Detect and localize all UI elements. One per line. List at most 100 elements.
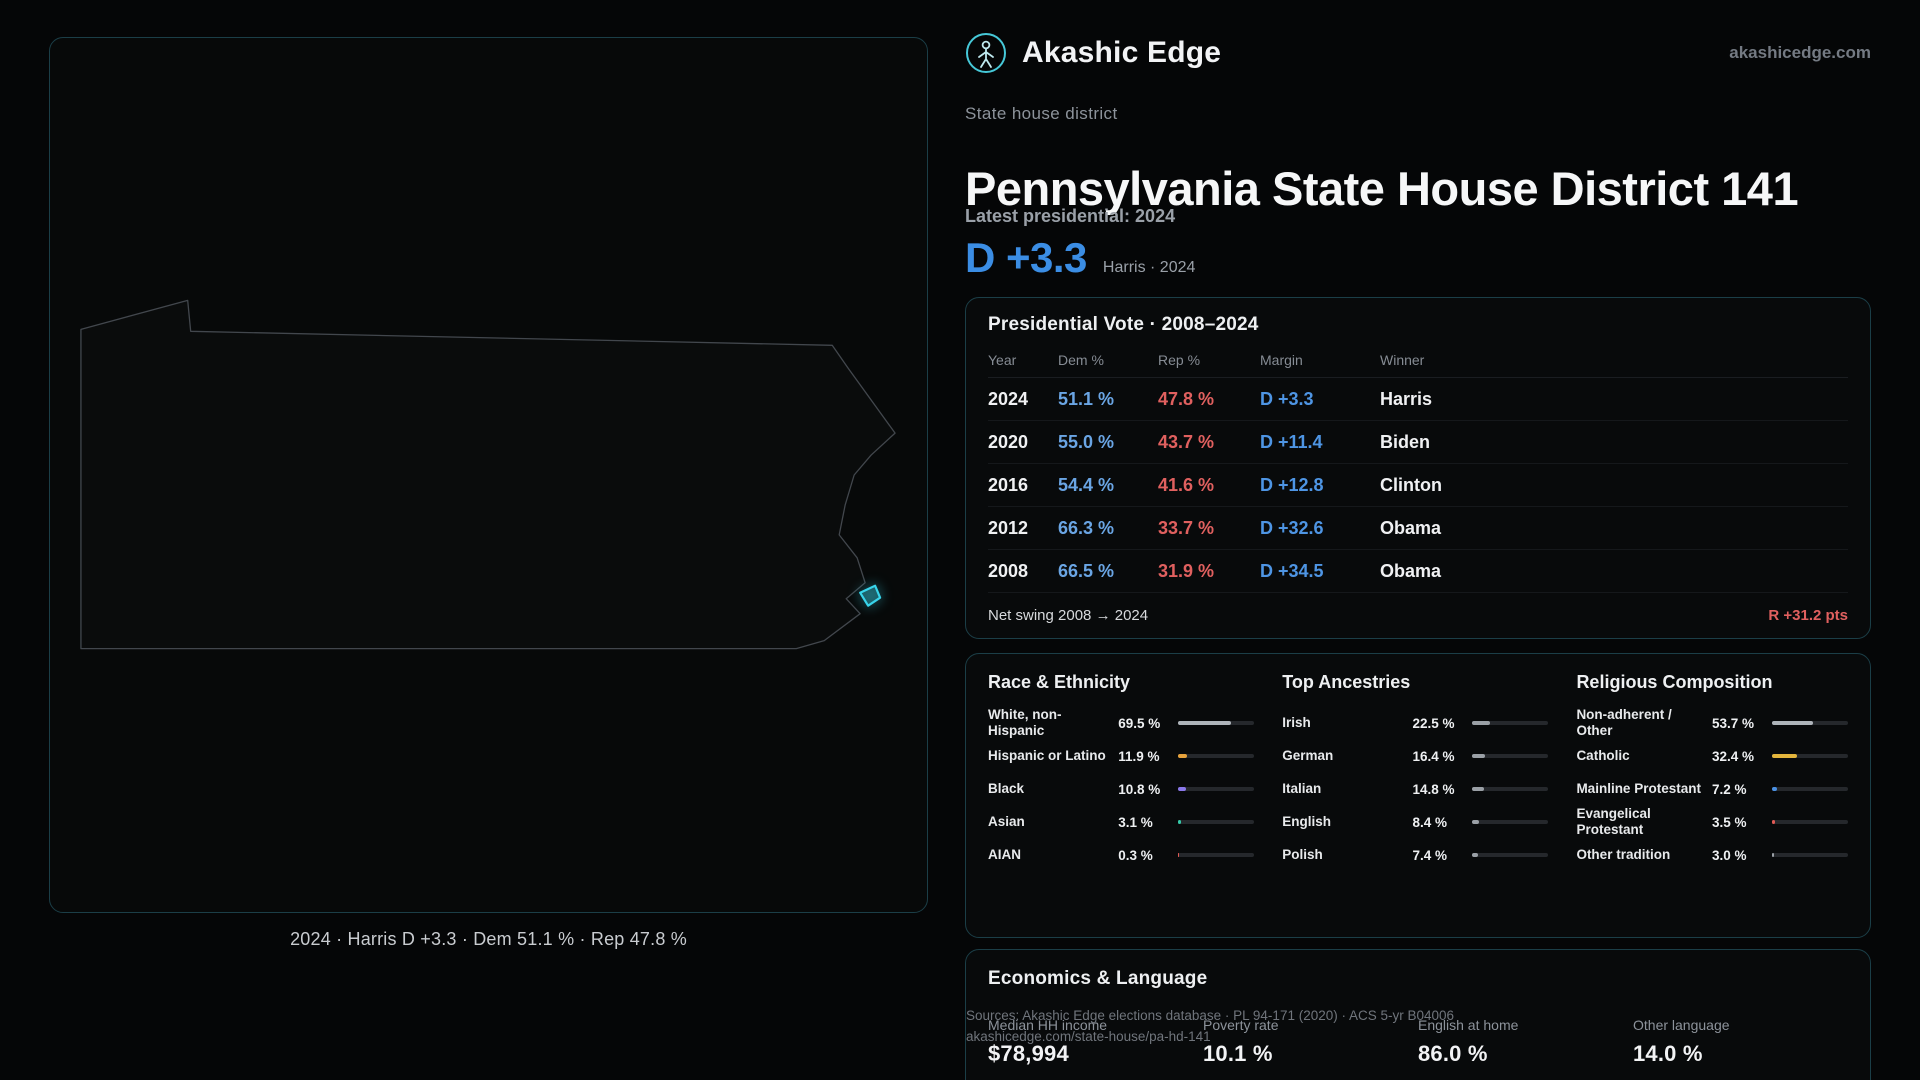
race-ethnicity-list: White, non-Hispanic 69.5 % Hispanic or L… (988, 707, 1255, 871)
demographic-row: German 16.4 % (1282, 740, 1549, 772)
demographic-label: German (1282, 748, 1334, 764)
cell-rep-pct: 31.9 % (1158, 560, 1215, 581)
bar-track (1472, 820, 1549, 824)
sources-line: Sources: Akashic Edge elections database… (966, 1008, 1455, 1023)
demographic-row: Hispanic or Latino 11.9 % (988, 740, 1255, 772)
bar-track (1178, 853, 1255, 857)
cell-dem-pct: 66.3 % (1058, 517, 1115, 538)
permalink[interactable]: akashicedge.com/state-house/pa-hd-141 (966, 1029, 1211, 1044)
presidential-card-title: Presidential Vote · 2008–2024 (988, 314, 1259, 335)
margin-detail: Harris · 2024 (1102, 259, 1196, 276)
stat-label: Other language (1633, 1017, 1730, 1033)
demographic-value: 7.4 % (1412, 847, 1447, 863)
race-ethnicity-title: Race & Ethnicity (988, 672, 1131, 692)
bar-fill (1178, 820, 1181, 824)
top-ancestries-title: Top Ancestries (1282, 672, 1411, 692)
bar-fill (1771, 820, 1775, 824)
net-swing-row: Net swing 2008 → 2024 R +31.2 pts (988, 595, 1848, 624)
col-margin: Margin (1260, 352, 1303, 368)
demographic-label: Irish (1282, 715, 1311, 731)
site-header: Akashic Edge akashicedge.com (965, 32, 1871, 74)
bar-fill (1472, 754, 1485, 758)
cell-dem-pct: 66.5 % (1058, 560, 1115, 581)
demographic-row: White, non-Hispanic 69.5 % (988, 707, 1255, 739)
site-domain-link[interactable]: akashicedge.com (1729, 43, 1871, 62)
cell-rep-pct: 33.7 % (1158, 517, 1215, 538)
presidential-table-row: 2020 55.0 % 43.7 % D +11.4 Biden (988, 421, 1848, 464)
bar-track (1472, 853, 1549, 857)
col-dem: Dem % (1058, 352, 1104, 368)
top-ancestries-column: Top Ancestries Irish 22.5 % German 16.4 … (1282, 672, 1549, 872)
cell-year: 2024 (988, 388, 1029, 409)
demographic-row: Non-adherent / Other 53.7 % (1576, 707, 1848, 739)
demographic-row: Asian 3.1 % (988, 806, 1255, 838)
headline-margin: D +3.3 Harris · 2024 (965, 234, 1195, 282)
demographic-row: Polish 7.4 % (1282, 839, 1549, 871)
economics-stat: English at home 86.0 % (1418, 1017, 1633, 1067)
presidential-table-row: 2008 66.5 % 31.9 % D +34.5 Obama (988, 550, 1848, 593)
bar-track (1771, 721, 1848, 725)
bar-track (1472, 787, 1549, 791)
religion-column: Religious Composition Non-adherent / Oth… (1576, 672, 1848, 872)
bar-track (1771, 853, 1848, 857)
cell-winner: Obama (1380, 560, 1442, 581)
race-ethnicity-column: Race & Ethnicity White, non-Hispanic 69.… (988, 672, 1255, 872)
kicker-label: State house district (965, 104, 1118, 123)
demographic-value: 14.8 % (1412, 781, 1455, 797)
bar-fill (1178, 754, 1188, 758)
cell-margin: D +3.3 (1260, 388, 1314, 409)
cell-margin: D +34.5 (1260, 560, 1324, 581)
bar-fill (1771, 853, 1775, 857)
demographic-row: Black 10.8 % (988, 773, 1255, 805)
stat-value: 14.0 % (1633, 1041, 1703, 1066)
bar-track (1771, 787, 1848, 791)
demographic-label: Non-adherent / Other (1576, 707, 1672, 738)
demographic-value: 3.1 % (1118, 814, 1153, 830)
demographic-value: 32.4 % (1711, 748, 1755, 764)
bar-track (1771, 754, 1848, 758)
net-swing-label: Net swing 2008 → 2024 (988, 607, 1149, 624)
stat-value: $78,994 (988, 1041, 1069, 1066)
demographic-label: White, non-Hispanic (988, 707, 1062, 738)
demographics-grid: Race & Ethnicity White, non-Hispanic 69.… (988, 672, 1848, 872)
demographic-label: Black (988, 781, 1025, 797)
col-rep: Rep % (1158, 352, 1201, 368)
demographic-row: Evangelical Protestant 3.5 % (1576, 806, 1848, 838)
presidential-table-row: 2024 51.1 % 47.8 % D +3.3 Harris (988, 378, 1848, 421)
demographic-row: Other tradition 3.0 % (1576, 839, 1848, 871)
presidential-table-row: 2012 66.3 % 33.7 % D +32.6 Obama (988, 507, 1848, 550)
bar-track (1178, 721, 1255, 725)
cell-winner: Obama (1380, 517, 1442, 538)
presidential-table-header: Year Dem % Rep % Margin Winner (988, 346, 1848, 378)
latest-presidential-label: Latest presidential: 2024 (965, 206, 1176, 226)
cell-winner: Biden (1380, 431, 1431, 452)
demographic-value: 3.5 % (1711, 814, 1747, 830)
bar-fill (1472, 853, 1479, 857)
bar-fill (1472, 820, 1479, 824)
stat-label: Poverty rate (1203, 1017, 1279, 1033)
bar-track (1178, 787, 1255, 791)
demographic-label: Polish (1282, 847, 1323, 863)
economics-card-title: Economics & Language (988, 968, 1208, 989)
cell-year: 2016 (988, 474, 1029, 495)
col-winner: Winner (1380, 352, 1425, 368)
demographic-label: Other tradition (1576, 847, 1671, 863)
demographics-card: Race & Ethnicity White, non-Hispanic 69.… (965, 653, 1871, 938)
district-highlight[interactable] (859, 584, 882, 607)
cell-rep-pct: 41.6 % (1158, 474, 1215, 495)
demographic-label: Evangelical Protestant (1576, 806, 1651, 837)
economics-stat: Median HH income $78,994 (988, 1017, 1203, 1067)
bar-fill (1472, 721, 1490, 725)
demographic-row: Catholic 32.4 % (1576, 740, 1848, 772)
bar-track (1178, 754, 1255, 758)
demographic-row: English 8.4 % (1282, 806, 1549, 838)
demographic-row: Italian 14.8 % (1282, 773, 1549, 805)
cell-margin: D +11.4 (1260, 431, 1323, 452)
bar-track (1472, 754, 1549, 758)
demographic-value: 22.5 % (1412, 715, 1455, 731)
demographic-value: 11.9 % (1118, 748, 1160, 764)
presidential-table-body: 2024 51.1 % 47.8 % D +3.3 Harris 2020 55… (988, 378, 1848, 593)
demographic-label: Hispanic or Latino (988, 748, 1106, 764)
cell-dem-pct: 55.0 % (1058, 431, 1115, 452)
